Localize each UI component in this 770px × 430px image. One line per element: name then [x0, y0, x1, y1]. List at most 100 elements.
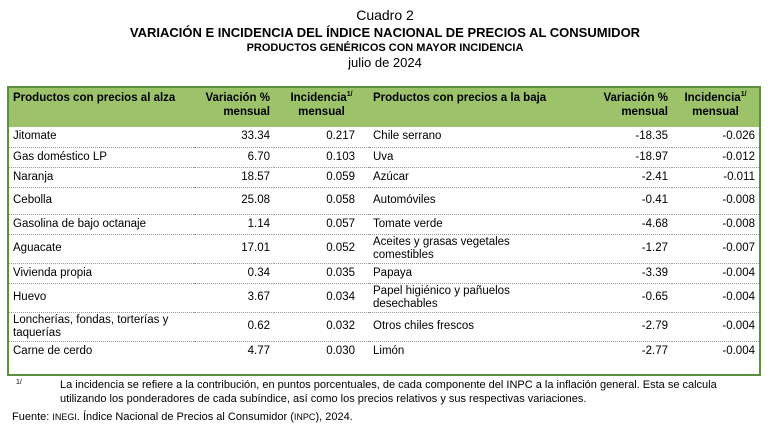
up-product-cell: Gasolina de bajo octanaje [9, 214, 194, 235]
down-incidence-cell: -0.007 [672, 234, 759, 264]
up-variation-cell: 17.01 [194, 234, 274, 264]
down-incidence-cell: -0.004 [722, 344, 755, 357]
down-product-cell: Azúcar [369, 167, 569, 188]
data-table-frame: Productos con precios al alza Variación … [7, 86, 761, 376]
source-middle: . Índice Nacional de Precios al Consumid… [76, 411, 294, 423]
down-variation-cell: -18.35 [569, 127, 672, 148]
up-incidence-cell: 0.052 [274, 234, 369, 264]
table-row: Cebolla 25.08 0.058 Automóviles -0.41 -0… [9, 187, 759, 215]
down-incidence-cell: -0.011 [672, 167, 759, 188]
down-product-cell: Tomate verde [369, 214, 569, 235]
down-product-cell: Limón [373, 344, 405, 357]
down-incidence-cell: -0.004 [672, 283, 759, 313]
source-prefix: Fuente: [12, 411, 53, 423]
table-label: Cuadro 2 [356, 7, 414, 23]
table-header-row: Productos con precios al alza Variación … [9, 88, 759, 127]
down-variation-cell: -2.79 [569, 312, 672, 342]
footnote-ref: 1/ [740, 91, 747, 99]
table-row: Gas doméstico LP 6.70 0.103 Uva -18.97 -… [9, 147, 759, 168]
up-incidence-cell: 0.035 [274, 263, 369, 284]
col-header-up-incidence-sub: mensual [298, 106, 345, 118]
down-product-cell: Otros chiles frescos [369, 312, 569, 342]
down-variation-cell: -2.77 [641, 344, 668, 357]
down-variation-cell: -2.41 [569, 167, 672, 188]
down-product-cell: Papaya [369, 263, 569, 284]
document-page: Cuadro 2 VARIACIÓN E INCIDENCIA DEL ÍNDI… [0, 7, 770, 430]
up-product-cell: Naranja [9, 167, 194, 188]
table-row: Loncherías, fondas, torterías y taquería… [9, 312, 759, 342]
up-incidence-cell: 0.217 [274, 127, 369, 148]
table-subtitle: PRODUCTOS GENÉRICOS CON MAYOR INCIDENCIA [246, 42, 524, 54]
up-variation-cell: 1.14 [194, 214, 274, 235]
up-variation-cell: 18.57 [194, 167, 274, 188]
down-incidence-cell: -0.026 [672, 127, 759, 148]
col-header-up-incidence: Incidencia1/mensual [274, 88, 369, 127]
up-product-cell: Gas doméstico LP [9, 147, 194, 168]
down-product-cell: Aceites y grasas vegetales comestibles [369, 234, 569, 264]
up-product-cell: Loncherías, fondas, torterías y taquería… [9, 312, 194, 342]
table-row: Naranja 18.57 0.059 Azúcar -2.41 -0.011 [9, 167, 759, 188]
col-header-down-incidence: Incidencia1/mensual [672, 88, 759, 127]
title-block: Cuadro 2 VARIACIÓN E INCIDENCIA DEL ÍNDI… [0, 7, 770, 71]
up-variation-cell: 33.34 [194, 127, 274, 148]
col-header-down-variation: Variación % mensual [603, 92, 668, 118]
col-header-up-incidence-label: Incidencia [290, 92, 347, 104]
source-org: INEGI [52, 412, 77, 422]
source-line: Fuente: INEGI. Índice Nacional de Precio… [12, 410, 353, 424]
down-product-cell: Uva [369, 147, 569, 168]
up-product-cell: Cebolla [9, 187, 194, 215]
down-incidence-cell: -0.012 [672, 147, 759, 168]
table-row: Jitomate 33.34 0.217 Chile serrano -18.3… [9, 127, 759, 148]
source-end: ), 2024. [315, 411, 353, 423]
col-header-up-variation: Variación % mensual [205, 92, 270, 118]
col-header-up-product: Productos con precios al alza [13, 92, 176, 104]
footnote-mark: 1/ [16, 379, 22, 386]
down-variation-cell: -1.27 [569, 234, 672, 264]
down-variation-cell: -0.41 [569, 187, 672, 215]
up-product-cell: Jitomate [9, 127, 194, 148]
table-row: Gasolina de bajo octanaje 1.14 0.057 Tom… [9, 214, 759, 235]
footnote-ref: 1/ [346, 91, 353, 99]
col-header-down-incidence-sub: mensual [692, 106, 739, 118]
up-product-cell: Huevo [9, 283, 194, 313]
data-table: Productos con precios al alza Variación … [9, 88, 759, 361]
table-row: Huevo 3.67 0.034 Papel higiénico y pañue… [9, 283, 759, 313]
down-product-cell: Papel higiénico y pañuelos desechables [369, 283, 569, 313]
down-product-cell: Automóviles [369, 187, 569, 215]
footnote: 1/ La incidencia se refiere a la contrib… [16, 378, 764, 406]
up-incidence-cell: 0.034 [274, 283, 369, 313]
down-incidence-cell: -0.008 [672, 187, 759, 215]
up-variation-cell: 4.77 [247, 344, 270, 357]
col-header-down-incidence-label: Incidencia [684, 92, 741, 104]
up-incidence-cell: 0.103 [274, 147, 369, 168]
table-title: VARIACIÓN E INCIDENCIA DEL ÍNDICE NACION… [129, 25, 641, 40]
down-incidence-cell: -0.004 [672, 312, 759, 342]
down-product-cell: Chile serrano [369, 127, 569, 148]
down-variation-cell: -3.39 [569, 263, 672, 284]
col-header-down-product: Productos con precios a la baja [373, 92, 547, 104]
table-row: Aguacate 17.01 0.052 Aceites y grasas ve… [9, 234, 759, 264]
down-variation-cell: -18.97 [569, 147, 672, 168]
up-variation-cell: 0.62 [194, 312, 274, 342]
down-variation-cell: -4.68 [569, 214, 672, 235]
table-row: Vivienda propia 0.34 0.035 Papaya -3.39 … [9, 263, 759, 284]
up-variation-cell: 25.08 [194, 187, 274, 215]
up-incidence-cell: 0.030 [326, 344, 355, 357]
footnote-text: La incidencia se refiere a la contribuci… [60, 379, 717, 405]
up-product-cell: Aguacate [9, 234, 194, 264]
up-product-cell: Carne de cerdo [13, 344, 93, 357]
up-product-cell: Vivienda propia [9, 263, 194, 284]
table-row: Carne de cerdo 4.77 0.030 Limón -2.77 -0… [9, 341, 759, 361]
up-variation-cell: 6.70 [194, 147, 274, 168]
up-incidence-cell: 0.058 [274, 187, 369, 215]
up-incidence-cell: 0.057 [274, 214, 369, 235]
down-incidence-cell: -0.008 [672, 214, 759, 235]
up-incidence-cell: 0.032 [274, 312, 369, 342]
down-variation-cell: -0.65 [569, 283, 672, 313]
down-incidence-cell: -0.004 [672, 263, 759, 284]
table-period: julio de 2024 [348, 55, 422, 70]
up-incidence-cell: 0.059 [274, 167, 369, 188]
up-variation-cell: 3.67 [194, 283, 274, 313]
up-variation-cell: 0.34 [194, 263, 274, 284]
source-abbr: INPC [293, 412, 316, 422]
